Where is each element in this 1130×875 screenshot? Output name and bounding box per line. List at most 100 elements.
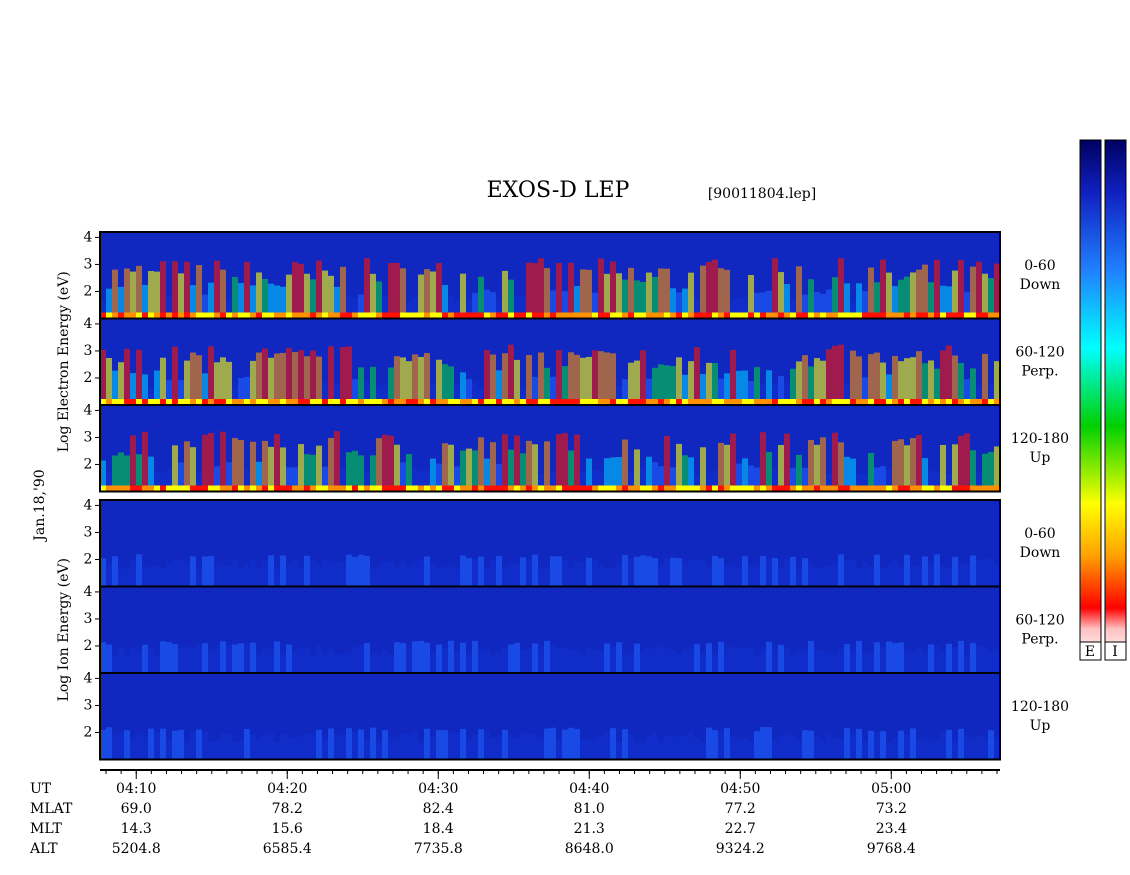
texture <box>604 352 610 405</box>
texture <box>118 647 124 673</box>
texture <box>700 374 706 405</box>
y-tick-label: 3 <box>84 256 93 272</box>
texture <box>160 399 166 404</box>
texture <box>172 485 178 491</box>
group-label: Log Electron Energy (eV) <box>56 271 72 452</box>
texture <box>688 559 694 587</box>
texture <box>796 739 802 760</box>
texture <box>784 382 790 405</box>
texture <box>268 312 274 318</box>
texture <box>172 399 178 404</box>
texture <box>922 264 928 319</box>
texture <box>466 399 472 404</box>
texture <box>496 485 502 491</box>
texture <box>646 312 652 318</box>
texture <box>232 399 238 404</box>
texture <box>964 379 970 405</box>
texture <box>574 399 580 404</box>
texture <box>790 467 796 492</box>
texture <box>862 474 868 492</box>
texture <box>988 278 994 319</box>
texture <box>112 312 118 318</box>
texture <box>820 741 826 760</box>
texture <box>286 274 292 319</box>
texture <box>322 382 328 405</box>
texture <box>232 559 238 587</box>
texture <box>448 485 454 491</box>
texture <box>604 643 610 673</box>
texture <box>724 728 730 760</box>
texture <box>898 730 904 760</box>
texture <box>328 346 334 405</box>
texture <box>718 442 724 492</box>
texture <box>532 263 538 319</box>
texture <box>484 289 490 319</box>
texture <box>622 399 628 404</box>
texture <box>418 640 424 673</box>
texture <box>244 645 250 673</box>
texture <box>844 383 850 405</box>
texture <box>484 568 490 587</box>
texture <box>508 312 514 318</box>
texture <box>130 399 136 404</box>
texture <box>466 379 472 405</box>
texture <box>628 652 634 673</box>
texture <box>250 642 256 673</box>
texture <box>370 652 376 673</box>
texture <box>658 564 664 587</box>
texture <box>142 485 148 491</box>
texture <box>388 736 394 760</box>
texture <box>166 312 172 318</box>
texture <box>124 485 130 491</box>
texture <box>622 279 628 319</box>
texture <box>340 655 346 673</box>
texture <box>184 360 190 405</box>
texture <box>586 738 592 760</box>
texture <box>436 567 442 587</box>
texture <box>406 647 412 673</box>
texture <box>406 734 412 760</box>
texture <box>382 312 388 318</box>
direction-label: Up <box>1030 450 1051 466</box>
texture <box>394 356 400 405</box>
texture <box>958 728 964 760</box>
texture <box>790 654 796 673</box>
texture <box>190 285 196 319</box>
texture <box>652 276 658 319</box>
texture <box>340 312 346 318</box>
texture <box>598 470 604 492</box>
texture <box>904 649 910 673</box>
texture <box>490 655 496 673</box>
texture <box>520 557 526 587</box>
texture <box>862 741 868 760</box>
texture <box>280 399 286 404</box>
texture <box>988 384 994 405</box>
texture <box>982 646 988 673</box>
texture <box>604 458 610 492</box>
row-label: MLT <box>30 821 62 837</box>
texture <box>544 441 550 492</box>
texture <box>358 455 364 492</box>
texture <box>514 738 520 760</box>
texture <box>268 555 274 587</box>
texture <box>718 641 724 673</box>
texture <box>418 312 424 318</box>
texture <box>850 559 856 587</box>
texture <box>484 399 490 404</box>
row-value: 14.3 <box>121 821 152 837</box>
texture <box>448 399 454 404</box>
texture <box>334 485 340 491</box>
texture <box>256 654 262 673</box>
texture <box>610 647 616 673</box>
texture <box>940 399 946 404</box>
texture <box>436 263 442 319</box>
texture <box>658 364 664 405</box>
texture <box>814 399 820 404</box>
texture <box>550 312 556 318</box>
y-tick-label: 3 <box>84 697 93 713</box>
texture <box>214 312 220 318</box>
texture <box>940 485 946 491</box>
texture <box>250 559 256 587</box>
texture <box>154 565 160 587</box>
texture <box>658 399 664 404</box>
